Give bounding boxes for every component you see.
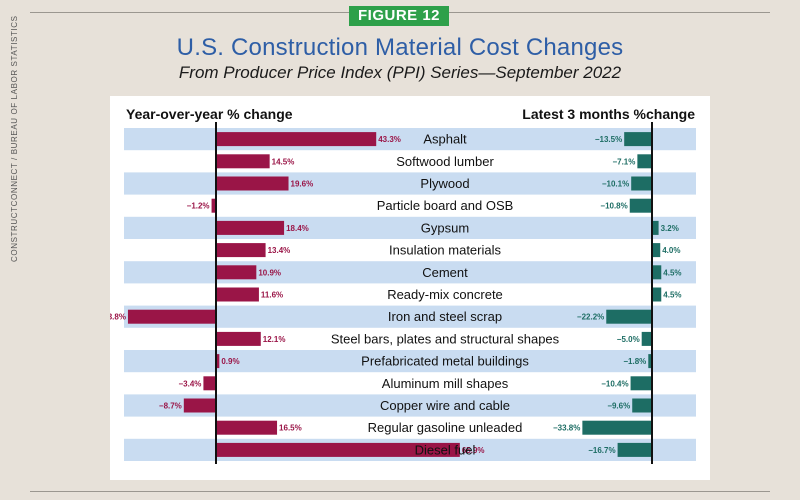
chart-panel: 43.3% −13.5% Asphalt 14.5% −7.1% Softwood lum… [110, 96, 710, 480]
yoy-bar [127, 309, 216, 324]
yoy-value-label: 0.9% [221, 357, 239, 366]
yoy-bar [216, 287, 259, 302]
yoy-value-label: −1.2% [187, 202, 210, 211]
category-label: Iron and steel scrap [388, 309, 502, 324]
three-month-bar [624, 132, 652, 147]
category-label: Copper wire and cable [380, 398, 510, 413]
yoy-value-label: 18.4% [286, 224, 309, 233]
three-month-bar [652, 287, 662, 302]
yoy-value-label: 13.4% [268, 246, 291, 255]
yoy-bar [203, 376, 216, 391]
row-stripe [124, 261, 696, 284]
three-month-value-label: −16.7% [588, 446, 615, 455]
yoy-bar [216, 132, 377, 147]
yoy-bar [216, 265, 257, 280]
three-month-bar [606, 309, 652, 324]
yoy-value-label: 16.5% [279, 424, 302, 433]
yoy-bar [216, 154, 270, 169]
three-month-bar [641, 331, 652, 346]
bar-chart: 43.3% −13.5% Asphalt 14.5% −7.1% Softwood lum… [110, 122, 696, 464]
category-label: Asphalt [423, 132, 467, 147]
three-month-value-label: −22.2% [577, 313, 604, 322]
three-month-value-label: −33.8% [553, 424, 580, 433]
yoy-bar [216, 220, 285, 235]
row-stripe [124, 216, 696, 239]
category-label: Regular gasoline unleaded [368, 420, 523, 435]
chart-title: U.S. Construction Material Cost Changes [176, 34, 624, 61]
category-label: Cement [422, 265, 468, 280]
three-month-value-label: −7.1% [612, 157, 635, 166]
three-month-series-header: Latest 3 months %change [522, 106, 695, 122]
category-label: Steel bars, plates and structural shapes [331, 331, 560, 346]
three-month-bar [630, 376, 652, 391]
yoy-value-label: −3.4% [179, 379, 202, 388]
yoy-value-label: 19.6% [291, 180, 314, 189]
three-month-bar [648, 354, 652, 369]
three-month-bar [652, 243, 661, 258]
yoy-value-label: 11.6% [261, 291, 283, 300]
row-stripe [124, 350, 696, 373]
three-month-value-label: 4.5% [663, 268, 681, 277]
three-month-value-label: 4.5% [663, 291, 681, 300]
chart-subtitle: From Producer Price Index (PPI) Series—S… [178, 63, 622, 82]
three-month-bar [582, 420, 652, 435]
yoy-value-label: −8.7% [159, 402, 182, 411]
yoy-value-label: 10.9% [258, 268, 281, 277]
three-month-value-label: −10.8% [600, 202, 627, 211]
yoy-bar [216, 442, 460, 457]
category-label: Ready-mix concrete [387, 287, 503, 302]
three-month-value-label: −13.5% [595, 135, 622, 144]
three-month-value-label: −10.4% [601, 379, 628, 388]
three-month-bar [631, 176, 652, 191]
category-label: Plywood [420, 176, 469, 191]
category-label: Softwood lumber [396, 154, 494, 169]
yoy-value-label: 14.5% [272, 157, 295, 166]
three-month-value-label: −9.6% [607, 402, 630, 411]
yoy-bar [216, 176, 289, 191]
three-month-value-label: 3.2% [661, 224, 679, 233]
yoy-bar [211, 198, 216, 213]
row-stripe [124, 305, 696, 328]
category-label: Particle board and OSB [377, 198, 514, 213]
category-label: Diesel fuel [415, 442, 476, 457]
three-month-bar [632, 398, 652, 413]
yoy-value-label: 65.9% [462, 446, 485, 455]
row-stripe [124, 394, 696, 417]
category-label: Gypsum [421, 220, 469, 235]
three-month-bar [652, 220, 659, 235]
yoy-value-label: 12.1% [263, 335, 286, 344]
three-month-bar [637, 154, 652, 169]
three-month-bar [617, 442, 652, 457]
three-month-value-label: −5.0% [617, 335, 640, 344]
yoy-series-header: Year-over-year % change [126, 106, 293, 122]
three-month-value-label: 4.0% [662, 246, 680, 255]
category-label: Insulation materials [389, 243, 501, 258]
bottom-rule [30, 491, 770, 492]
yoy-bar [216, 331, 261, 346]
yoy-value-label: −23.8% [110, 313, 126, 322]
three-month-value-label: −1.8% [623, 357, 646, 366]
category-label: Prefabricated metal buildings [361, 354, 529, 369]
three-month-bar [652, 265, 662, 280]
yoy-bar [216, 420, 278, 435]
yoy-value-label: 43.3% [378, 135, 401, 144]
yoy-bar [216, 354, 220, 369]
three-month-bar [629, 198, 652, 213]
figure-badge: FIGURE 12 [349, 6, 449, 26]
category-label: Aluminum mill shapes [382, 376, 509, 391]
yoy-bar [216, 243, 266, 258]
three-month-value-label: −10.1% [602, 180, 629, 189]
yoy-bar [183, 398, 216, 413]
